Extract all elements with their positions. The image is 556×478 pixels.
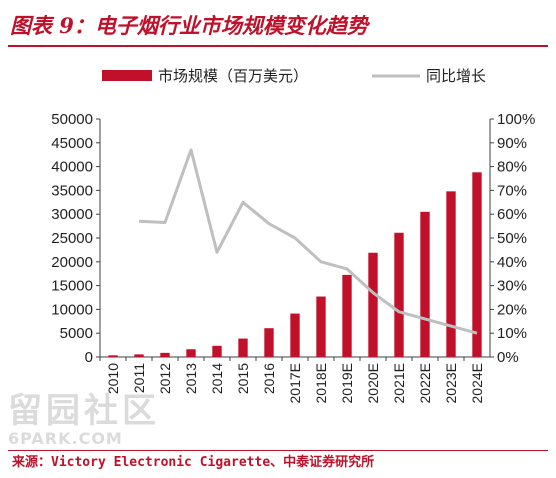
bar bbox=[420, 211, 430, 357]
y-left-tick-label: 30000 bbox=[51, 206, 93, 223]
bar bbox=[108, 355, 118, 357]
y-left-tick-label: 20000 bbox=[51, 254, 93, 271]
x-tick-label: 2018E bbox=[313, 363, 329, 403]
source-note: 来源：Victory Electronic Cigarette、中泰证券研究所 bbox=[12, 455, 375, 470]
y-right-tick-label: 100% bbox=[497, 111, 535, 128]
x-tick-label: 2014 bbox=[209, 363, 225, 394]
y-right-tick-label: 60% bbox=[497, 206, 527, 223]
legend-swatch-bar bbox=[102, 70, 152, 81]
y-right-tick-label: 80% bbox=[497, 159, 527, 176]
bar bbox=[446, 191, 456, 357]
chart-title: 图表 9：电子烟行业市场规模变化趋势 bbox=[10, 13, 368, 38]
legend-label-bar: 市场规模（百万美元） bbox=[158, 67, 308, 85]
bar bbox=[238, 338, 248, 357]
x-tick-label: 2021E bbox=[391, 363, 407, 403]
x-tick-label: 2019E bbox=[339, 363, 355, 403]
x-tick-label: 2020E bbox=[365, 363, 381, 403]
bar bbox=[186, 349, 196, 357]
x-tick-label: 2017E bbox=[287, 363, 303, 403]
bar bbox=[368, 252, 378, 357]
x-tick-label: 2024E bbox=[469, 363, 485, 403]
bar bbox=[290, 313, 300, 357]
x-tick-label: 2013 bbox=[183, 363, 199, 394]
y-left-tick-label: 40000 bbox=[51, 159, 93, 176]
source-rule bbox=[8, 450, 548, 451]
y-left-tick-label: 25000 bbox=[51, 230, 93, 247]
bar bbox=[342, 274, 352, 357]
x-tick-label: 2011 bbox=[131, 363, 147, 393]
y-left-tick-label: 50000 bbox=[51, 111, 93, 128]
legend-label-line: 同比增长 bbox=[426, 67, 486, 85]
growth-series-line bbox=[138, 148, 478, 335]
x-tick-label: 2023E bbox=[443, 363, 459, 403]
x-tick-labels: 2010 2011 2012 2013 2014 2015 2016 2017E 2018E 20… bbox=[105, 363, 485, 404]
bar bbox=[472, 172, 482, 357]
y-right-tick-label: 10% bbox=[497, 325, 527, 342]
x-tick-label: 2012 bbox=[157, 363, 173, 394]
bar bbox=[160, 352, 170, 357]
axes: 0 5000 10000 15000 20000 25000 30000 35000 40000… bbox=[51, 111, 535, 366]
y-right-tick-label: 50% bbox=[497, 230, 527, 247]
growth-line bbox=[138, 148, 478, 335]
y-left-tick-label: 35000 bbox=[51, 182, 93, 199]
y-left-tick-label: 15000 bbox=[51, 278, 93, 295]
x-tick-label: 2022E bbox=[417, 363, 433, 403]
bar bbox=[212, 345, 222, 357]
y-left-tick-label: 45000 bbox=[51, 135, 93, 152]
y-left-tick-label: 5000 bbox=[60, 325, 93, 342]
legend: 市场规模（百万美元） 同比增长 bbox=[102, 67, 486, 85]
bar bbox=[316, 296, 326, 357]
y-right-tick-label: 30% bbox=[497, 278, 527, 295]
bar bbox=[264, 328, 274, 357]
bars bbox=[108, 172, 482, 357]
chart: 市场规模（百万美元） 同比增长 0 5000 10000 15000 20000 25000… bbox=[51, 67, 535, 404]
y-right-tick-label: 0% bbox=[497, 349, 519, 366]
x-tick-label: 2010 bbox=[105, 363, 121, 394]
x-tick-label: 2016 bbox=[261, 363, 277, 394]
bar bbox=[134, 354, 144, 357]
bar bbox=[394, 232, 404, 357]
title-rule bbox=[8, 45, 548, 47]
x-tick-label: 2015 bbox=[235, 363, 251, 394]
y-right-tick-label: 70% bbox=[497, 182, 527, 199]
y-right-tick-label: 20% bbox=[497, 301, 527, 318]
y-left-tick-label: 10000 bbox=[51, 301, 93, 318]
y-right-tick-label: 40% bbox=[497, 254, 527, 271]
y-left-tick-label: 0 bbox=[85, 349, 93, 366]
y-right-tick-label: 90% bbox=[497, 135, 527, 152]
